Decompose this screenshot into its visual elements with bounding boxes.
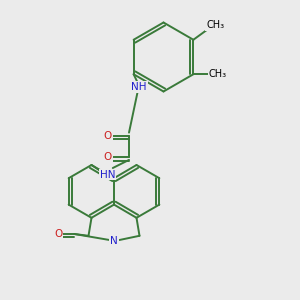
Text: NH: NH bbox=[131, 82, 147, 92]
Text: N: N bbox=[110, 236, 118, 247]
Text: O: O bbox=[104, 130, 112, 141]
Text: HN: HN bbox=[100, 169, 115, 180]
Text: O: O bbox=[54, 229, 63, 239]
Text: O: O bbox=[104, 152, 112, 162]
Text: CH₃: CH₃ bbox=[209, 69, 227, 79]
Text: CH₃: CH₃ bbox=[206, 20, 224, 30]
